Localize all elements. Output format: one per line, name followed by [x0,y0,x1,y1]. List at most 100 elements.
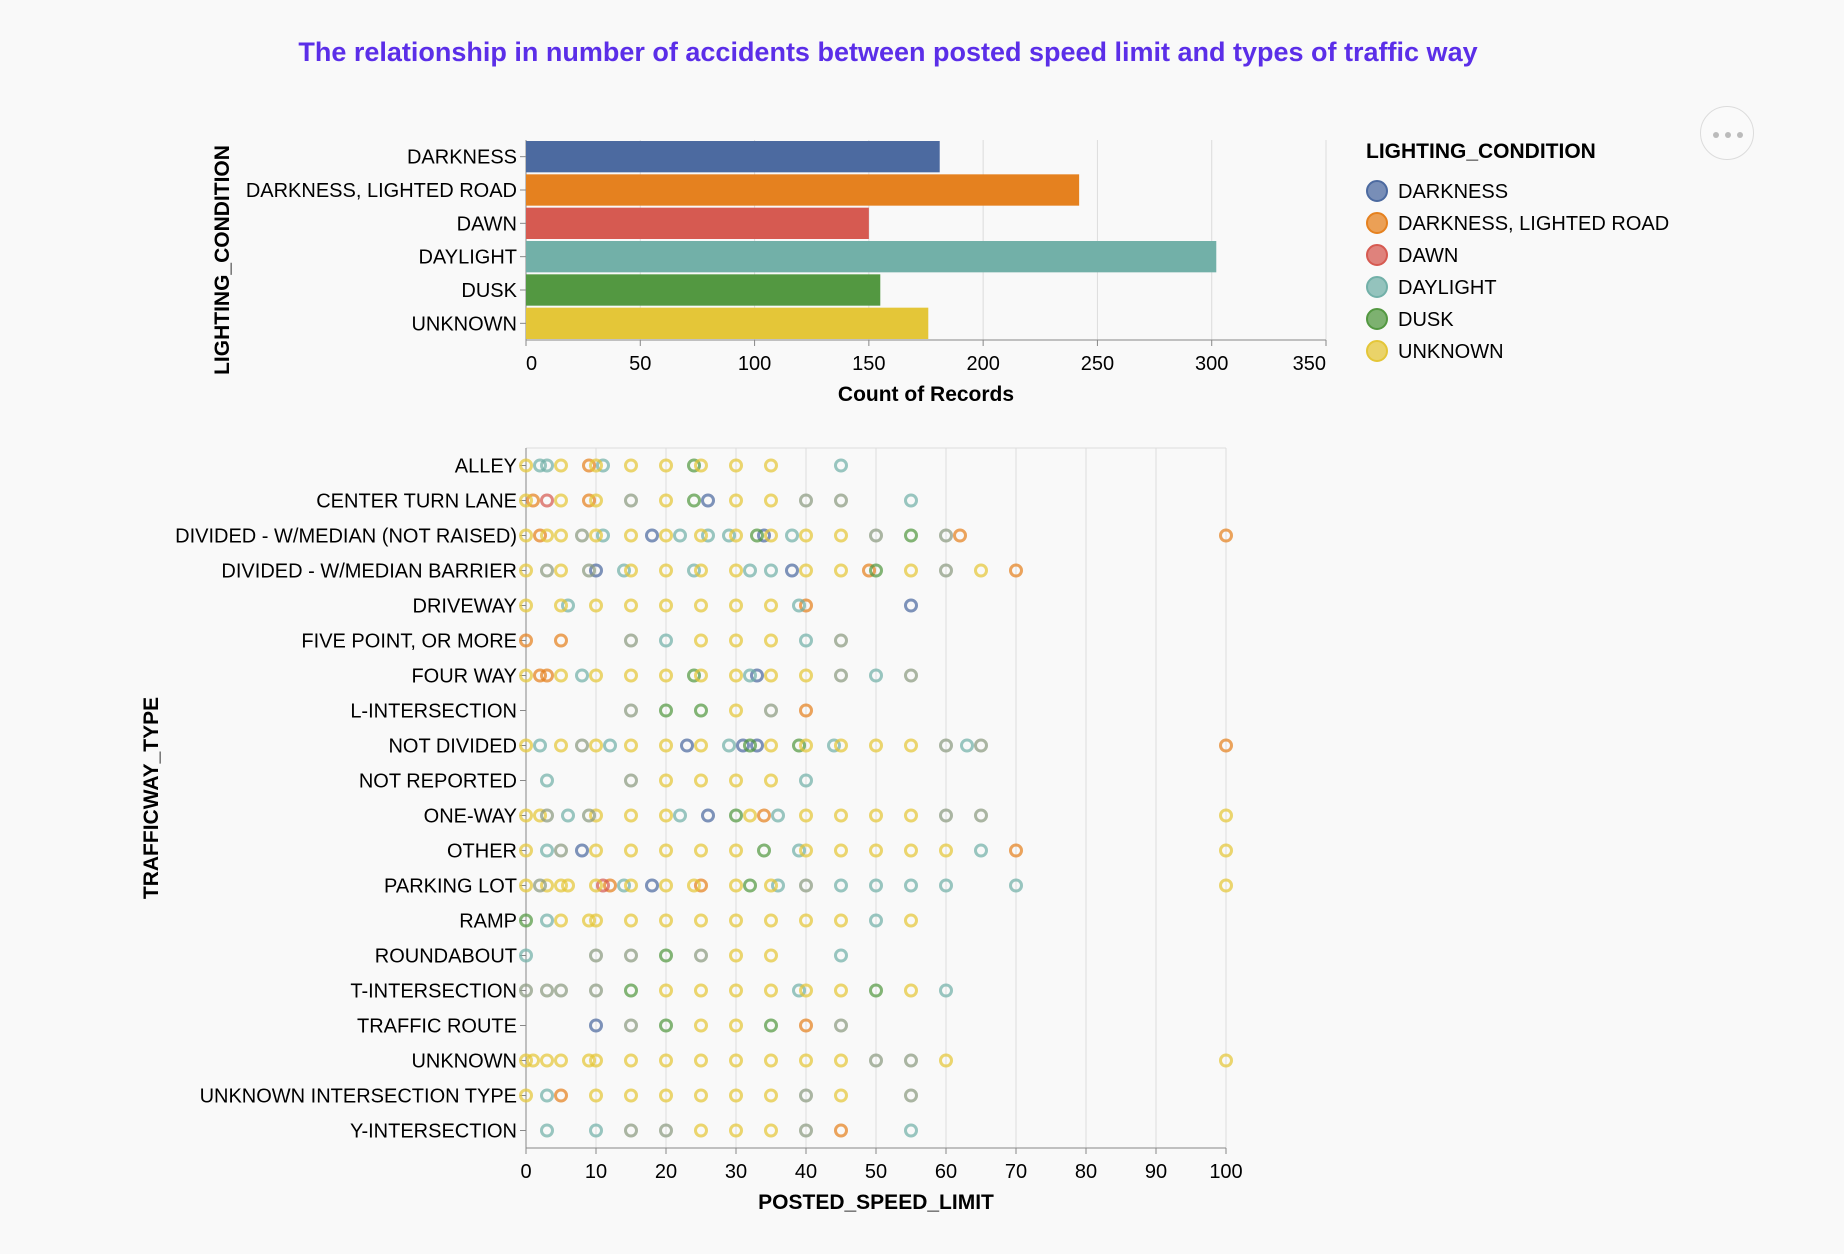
point-darkness [645,528,659,543]
point-dusk [694,703,708,718]
point-unknown [799,493,813,508]
point-unknown [904,668,918,683]
point-unknown [624,458,638,473]
x-tick-label: 0 [520,1161,531,1183]
x-tick-label: 70 [1005,1161,1027,1183]
point-unknown [729,1053,743,1068]
point-daylight [589,1123,603,1138]
point-unknown [939,1053,953,1068]
point-daylight [792,843,806,858]
point-daylight [561,598,575,613]
point-unknown [554,878,568,893]
point-unknown [624,843,638,858]
point-daylight [673,808,687,823]
y-tick-label: T-INTERSECTION [350,981,517,1003]
bar-dusk [526,274,881,306]
point-unknown [554,738,568,753]
point-unknown [834,528,848,543]
point-unknown [869,1053,883,1068]
point-unknown [659,458,673,473]
point-unknown [519,738,533,753]
point-unknown [729,913,743,928]
point-unknown [1219,808,1233,823]
point-unknown [589,458,603,473]
point-darkness-lighted-road [554,633,568,648]
point-darkness [680,738,694,753]
point-unknown [659,878,673,893]
point-unknown [533,878,547,893]
point-daylight [792,598,806,613]
point-daylight [533,738,547,753]
point-unknown [561,878,575,893]
x-tick-label: 30 [725,1161,747,1183]
point-dusk [869,983,883,998]
point-unknown [659,1088,673,1103]
point-unknown [834,633,848,648]
point-unknown [582,808,596,823]
point-unknown [519,1088,533,1103]
point-darkness-lighted-road [603,878,617,893]
point-daylight [869,913,883,928]
point-darkness [904,598,918,613]
point-unknown [519,668,533,683]
point-unknown [904,808,918,823]
point-unknown [659,913,673,928]
point-daylight [540,773,554,788]
point-dusk [519,913,533,928]
point-unknown [764,598,778,613]
point-dusk [743,738,757,753]
point-unknown [764,1123,778,1138]
point-unknown [834,1088,848,1103]
bar-unknown [526,307,929,339]
point-unknown [659,808,673,823]
point-unknown [519,493,533,508]
point-unknown [659,773,673,788]
point-unknown [624,808,638,823]
point-daylight [540,913,554,928]
point-darkness [785,563,799,578]
point-unknown [624,773,638,788]
point-darkness [750,668,764,683]
legend-label: DARKNESS [1398,181,1508,203]
x-tick-label: 100 [1209,1161,1242,1183]
point-daylight [540,1088,554,1103]
point-darkness [589,563,603,578]
point-daylight [799,773,813,788]
point-daylight [904,1123,918,1138]
point-unknown [589,1053,603,1068]
point-darkness-lighted-road [799,703,813,718]
more-horizontal-icon[interactable] [1700,106,1754,160]
point-unknown [624,563,638,578]
x-tick-label: 60 [935,1161,957,1183]
legend-swatch-unknown [1366,340,1388,362]
point-unknown [694,1018,708,1033]
point-unknown [1219,878,1233,893]
legend-label: DARKNESS, LIGHTED ROAD [1398,213,1669,235]
point-unknown [659,983,673,998]
point-unknown [659,843,673,858]
point-unknown [764,1053,778,1068]
bar-chart: DARKNESS DARKNESS, LIGHTED ROAD DAWN DAYLIG… [211,140,1327,406]
point-unknown [799,913,813,928]
point-daylight [540,843,554,858]
point-dusk [624,983,638,998]
point-unknown [694,458,708,473]
point-daylight [904,493,918,508]
point-dawn [540,493,554,508]
point-unknown [575,528,589,543]
point-daylight [799,633,813,648]
point-unknown [904,843,918,858]
point-unknown [582,913,596,928]
y-tick-label: NOT DIVIDED [388,736,517,758]
point-unknown [624,598,638,613]
x-tick-label: 10 [585,1161,607,1183]
y-tick-label: FOUR WAY [411,666,517,688]
x-tick-label: 0 [526,353,537,375]
point-unknown [519,878,533,893]
y-tick-label: DAYLIGHT [418,247,517,269]
legend: LIGHTING_CONDITION DARKNESS DARKNESS, LIGH… [1366,140,1669,363]
point-unknown [729,983,743,998]
point-unknown [624,1018,638,1033]
point-unknown [869,738,883,753]
